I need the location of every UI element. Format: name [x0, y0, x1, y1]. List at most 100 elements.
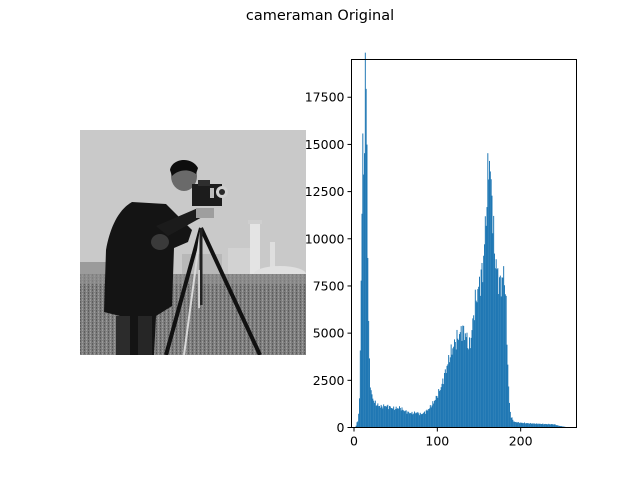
- histogram-bar: [383, 404, 385, 428]
- histogram-bar: [424, 411, 425, 428]
- histogram-bar: [391, 408, 393, 428]
- histogram-bar: [506, 344, 508, 428]
- histogram-bar: [356, 422, 358, 428]
- histogram-bars: [355, 52, 568, 428]
- x-axis-ticks: 0 100 200: [350, 427, 533, 449]
- histogram-bar: [466, 332, 468, 428]
- x-tick-label: 100: [425, 434, 449, 449]
- histogram-bar: [395, 406, 397, 428]
- histogram-bar: [429, 405, 431, 428]
- histogram-bar: [364, 52, 366, 428]
- histogram-bar: [397, 408, 399, 428]
- histogram-bar: [454, 341, 456, 428]
- histogram-bar: [469, 348, 471, 428]
- histogram-bar: [499, 275, 501, 428]
- histogram-bar: [468, 349, 470, 428]
- histogram-bar: [478, 286, 480, 428]
- histogram-bar: [447, 364, 449, 428]
- histogram-bar: [428, 408, 430, 428]
- histogram-bar: [551, 424, 553, 428]
- histogram-bar: [465, 337, 467, 428]
- histogram-bar: [454, 339, 455, 428]
- histogram-bar: [367, 257, 369, 428]
- histogram-bar: [374, 400, 376, 428]
- histogram-bar: [484, 244, 485, 428]
- histogram-bar: [414, 411, 415, 428]
- histogram-bar: [450, 344, 452, 428]
- histogram-bar: [402, 409, 404, 428]
- histogram-bar: [362, 133, 364, 428]
- histogram-bar: [436, 396, 438, 428]
- y-tick-label: 5000: [313, 326, 345, 341]
- histogram-bar: [443, 384, 445, 428]
- histogram-bar: [461, 340, 463, 428]
- histogram-bar: [457, 338, 459, 428]
- histogram-bar: [393, 406, 395, 428]
- histogram-bar: [539, 423, 541, 428]
- histogram-bar: [423, 412, 425, 428]
- histogram-bar: [524, 422, 525, 428]
- histogram-bar: [449, 357, 451, 428]
- histogram-bar: [523, 423, 525, 428]
- histogram-bar: [508, 386, 510, 428]
- histogram-bar: [491, 195, 493, 428]
- histogram-bar: [494, 268, 496, 428]
- histogram-bar: [364, 153, 365, 428]
- histogram-bar: [389, 406, 390, 428]
- histogram-bar: [372, 398, 374, 428]
- histogram-bar: [538, 423, 540, 428]
- histogram-bar: [531, 423, 533, 428]
- histogram-bar: [530, 423, 532, 428]
- histogram-bar: [374, 402, 375, 428]
- histogram-bar: [511, 417, 513, 428]
- y-tick-label: 15000: [305, 137, 345, 152]
- histogram-bar: [492, 233, 494, 428]
- histogram-bar: [522, 423, 524, 428]
- histogram-bar: [434, 399, 436, 428]
- y-tick-label: 17500: [305, 90, 345, 105]
- histogram-bar: [399, 407, 401, 428]
- histogram-bar: [437, 397, 439, 428]
- histogram-bar: [539, 423, 540, 428]
- histogram-bar: [513, 421, 515, 428]
- histogram-bar: [524, 423, 526, 428]
- histogram-bar: [434, 400, 435, 428]
- histogram-bar: [555, 425, 557, 428]
- histogram-bar: [501, 277, 503, 428]
- histogram-bar: [418, 413, 420, 428]
- histogram-bar: [489, 171, 491, 428]
- histogram-bar: [359, 350, 361, 428]
- histogram-bar: [504, 285, 505, 428]
- histogram-bar: [438, 389, 440, 428]
- histogram-bar: [380, 404, 382, 428]
- histogram-bar: [469, 337, 470, 428]
- histogram-bar: [370, 390, 372, 428]
- histogram-bar: [435, 395, 437, 428]
- histogram-bar: [365, 88, 367, 428]
- histogram-bar: [548, 423, 550, 428]
- histogram-bar: [495, 259, 497, 428]
- histogram-bar: [497, 268, 499, 428]
- histogram-bar: [384, 405, 386, 428]
- histogram-bar: [559, 426, 561, 428]
- histogram-bar: [479, 276, 480, 428]
- histogram-bar: [525, 423, 527, 428]
- histogram-bar: [464, 333, 466, 428]
- histogram-bar: [482, 282, 484, 428]
- histogram-bar: [357, 421, 359, 428]
- histogram-bar: [464, 340, 465, 428]
- histogram-bar: [455, 349, 457, 428]
- histogram-bar: [409, 413, 410, 428]
- histogram-bar: [526, 423, 528, 428]
- histogram-bar: [515, 421, 517, 428]
- histogram-bar: [475, 300, 477, 428]
- histogram-bar: [496, 269, 498, 428]
- x-tick-label: 200: [509, 434, 533, 449]
- histogram-bar: [504, 294, 506, 428]
- histogram-bar: [537, 424, 539, 428]
- histogram-bar: [487, 153, 489, 428]
- histogram-bar: [550, 424, 552, 428]
- histogram-bar: [430, 407, 432, 428]
- histogram-bar: [467, 348, 469, 428]
